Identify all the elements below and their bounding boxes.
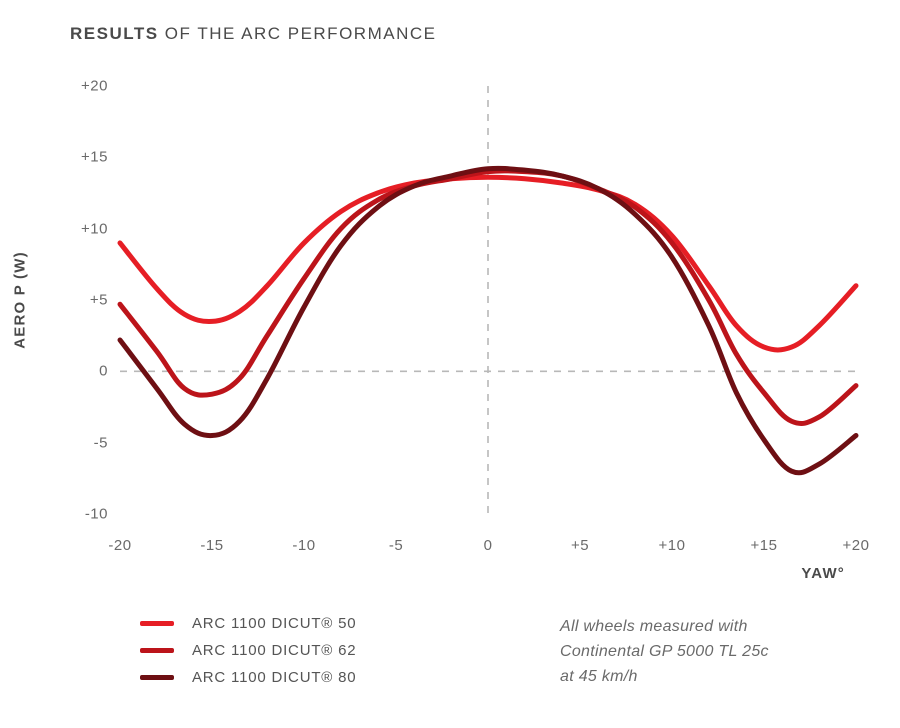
y-tick: -5: [60, 434, 108, 451]
note-line-2: Continental GP 5000 TL 25c: [560, 643, 769, 660]
measurement-note: All wheels measured with Continental GP …: [560, 615, 850, 689]
x-tick: -10: [292, 537, 315, 554]
legend-label: ARC 1100 DICUT® 80: [192, 669, 356, 686]
plot-area: +20+15+10+50-5-10 -20-15-10-50+5+10+15+2…: [60, 80, 860, 520]
legend: ARC 1100 DICUT® 50 ARC 1100 DICUT® 62 ARC …: [140, 615, 460, 696]
legend-swatch: [140, 621, 174, 626]
y-tick: +20: [60, 78, 108, 95]
x-tick: -20: [108, 537, 131, 554]
x-tick: -15: [200, 537, 223, 554]
chart-svg: [116, 80, 860, 520]
y-tick: +15: [60, 149, 108, 166]
legend-item: ARC 1100 DICUT® 80: [140, 669, 460, 686]
y-tick: +5: [60, 292, 108, 309]
y-axis-label: AERO P (W): [12, 251, 29, 349]
x-axis-label: YAW°: [801, 565, 845, 582]
y-tick: +10: [60, 220, 108, 237]
legend-item: ARC 1100 DICUT® 62: [140, 642, 460, 659]
x-tick: -5: [389, 537, 403, 554]
y-tick: -10: [60, 506, 108, 523]
legend-label: ARC 1100 DICUT® 62: [192, 642, 356, 659]
legend-swatch: [140, 675, 174, 680]
page-root: RESULTS OF THE ARC PERFORMANCE AERO P (W…: [0, 0, 900, 728]
x-tick: +15: [751, 537, 778, 554]
x-tick: +20: [843, 537, 870, 554]
note-line-1: All wheels measured with: [560, 618, 748, 635]
legend-label: ARC 1100 DICUT® 50: [192, 615, 356, 632]
note-line-3: at 45 km/h: [560, 668, 638, 685]
chart-title-light: OF THE ARC PERFORMANCE: [159, 24, 437, 43]
chart-title: RESULTS OF THE ARC PERFORMANCE: [70, 24, 436, 44]
legend-swatch: [140, 648, 174, 653]
x-tick: +10: [659, 537, 686, 554]
x-tick: +5: [571, 537, 589, 554]
x-tick: 0: [484, 537, 493, 554]
y-tick: 0: [60, 363, 108, 380]
legend-item: ARC 1100 DICUT® 50: [140, 615, 460, 632]
chart-title-bold: RESULTS: [70, 24, 159, 43]
